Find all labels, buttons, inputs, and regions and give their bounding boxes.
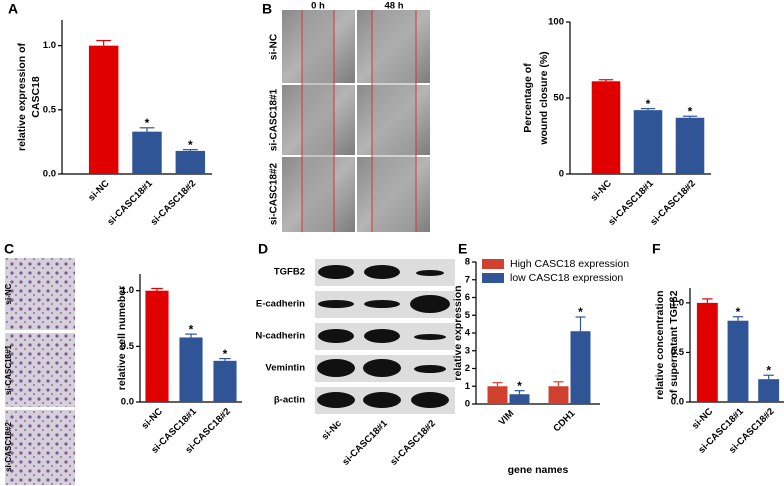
legend-swatch xyxy=(482,273,504,283)
x-tick-label: si-NC xyxy=(140,406,165,431)
x-tick-label: CDH1 xyxy=(551,408,578,435)
bar xyxy=(487,386,508,404)
y-axis-label: relative concentration xyxy=(654,290,666,399)
bar xyxy=(727,320,749,402)
bar xyxy=(548,386,569,404)
y-axis-label: Percentage of xyxy=(522,63,534,133)
legend-swatch xyxy=(482,259,504,269)
significance: * xyxy=(688,104,693,118)
x-tick-label: si-CASC18#2 xyxy=(149,178,199,228)
significance: * xyxy=(766,363,771,377)
y-tick-label: 0.0 xyxy=(43,169,56,180)
y-tick-label: 3 xyxy=(465,345,470,356)
bar xyxy=(633,110,663,174)
lane-label: si-CASC18#2 xyxy=(388,418,438,468)
bar xyxy=(509,394,530,404)
panel-letter: E xyxy=(458,241,467,257)
y-tick-label: 1.0 xyxy=(671,297,684,308)
protein-label: β-actin xyxy=(274,395,305,406)
y-tick-label: 0 xyxy=(465,399,470,410)
y-axis-label: CASC18 xyxy=(30,76,42,118)
y-tick-label: 1 xyxy=(465,381,471,392)
wound-images xyxy=(282,10,430,232)
y-tick-label: 100 xyxy=(548,17,564,28)
protein-label: TGFB2 xyxy=(274,267,305,278)
significance: * xyxy=(736,305,741,319)
significance: * xyxy=(578,305,583,319)
x-tick-label: si-NC xyxy=(690,406,715,431)
panel-letter: C xyxy=(4,241,14,257)
row-label: si-NC xyxy=(4,283,13,304)
bar xyxy=(213,360,237,402)
row-label: si-CASC18#2 xyxy=(269,162,280,225)
x-tick-label: si-NC xyxy=(589,178,614,203)
lane-label: si-Nc xyxy=(320,418,344,442)
y-tick-label: 0 xyxy=(559,169,564,180)
x-tick-label: VIM xyxy=(497,408,517,428)
y-tick-label: 1.0 xyxy=(43,40,56,51)
y-tick-label: 8 xyxy=(465,257,470,268)
significance: * xyxy=(145,116,150,130)
y-axis-label: relative expression xyxy=(452,285,464,380)
bar xyxy=(758,379,780,402)
column-label: 48 h xyxy=(384,1,403,12)
y-tick-label: 5 xyxy=(465,310,471,321)
y-tick-label: 4 xyxy=(465,328,471,339)
protein-label: N-cadherin xyxy=(255,331,305,342)
bar xyxy=(696,302,718,402)
significance: * xyxy=(189,322,194,336)
row-label: si-CASC18#1 xyxy=(4,345,13,395)
panel-letter: B xyxy=(262,1,272,17)
x-tick-label: si-NC xyxy=(86,178,111,203)
y-tick-label: 0.0 xyxy=(121,397,134,408)
x-axis-label: gene names xyxy=(508,464,569,476)
significance: * xyxy=(188,138,193,152)
row-label: si-NC xyxy=(269,34,280,60)
panel-letter: D xyxy=(258,241,268,257)
western-blot xyxy=(315,259,455,414)
protein-label: Vemintin xyxy=(265,363,305,374)
legend-label: low CASC18 expression xyxy=(510,272,623,284)
y-tick-label: 50 xyxy=(553,93,564,104)
row-label: si-CASC18#1 xyxy=(269,88,280,151)
y-tick-label: 2 xyxy=(465,363,470,374)
y-tick-label: 0.5 xyxy=(121,341,135,352)
row-label: si-CASC18#2 xyxy=(4,422,13,472)
panel-letter: A xyxy=(8,1,18,17)
y-axis-label: relative expression of xyxy=(16,43,28,151)
column-label: 0 h xyxy=(311,1,325,12)
bar xyxy=(132,131,162,174)
y-axis-label: of supernatant TGFβ2 xyxy=(668,290,680,399)
bar xyxy=(175,150,206,174)
lane-label: si-CASC18#1 xyxy=(340,418,390,468)
transwell-images xyxy=(5,258,75,485)
y-tick-label: 7 xyxy=(465,274,470,285)
y-axis-label: wound closure (%) xyxy=(538,51,550,145)
y-axis-label: relative cell numeber xyxy=(116,286,128,390)
significance: * xyxy=(646,97,651,111)
x-tick-label: si-CASC18#2 xyxy=(648,178,698,228)
bar xyxy=(145,290,169,402)
legend-label: High CASC18 expression xyxy=(510,258,629,270)
y-tick-label: 1.0 xyxy=(121,285,134,296)
protein-label: E-cadherin xyxy=(256,299,305,310)
y-tick-label: 0.0 xyxy=(671,397,684,408)
bar xyxy=(179,337,203,402)
significance: * xyxy=(517,379,522,393)
bar xyxy=(88,45,119,174)
bar xyxy=(570,331,591,404)
y-tick-label: 0.5 xyxy=(671,347,685,358)
y-tick-label: 0.5 xyxy=(43,104,57,115)
y-tick-label: 6 xyxy=(465,292,470,303)
significance: * xyxy=(223,347,228,361)
bar xyxy=(591,81,621,174)
panel-letter: F xyxy=(652,241,661,257)
bar xyxy=(675,117,705,174)
